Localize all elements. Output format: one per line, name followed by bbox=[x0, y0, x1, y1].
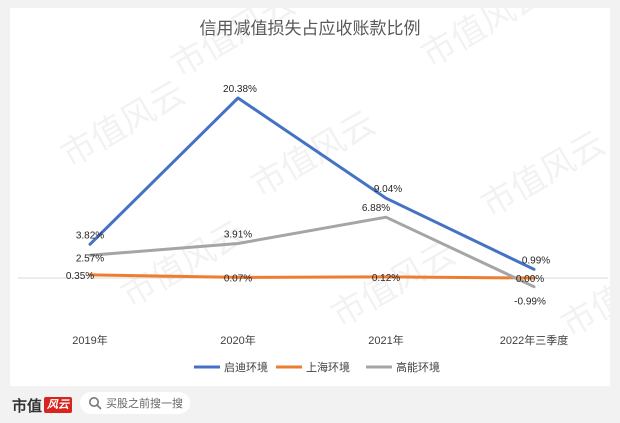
search-placeholder: 买股之前搜一搜 bbox=[106, 398, 183, 410]
x-tick-label: 2021年 bbox=[368, 333, 403, 347]
series-layer bbox=[88, 96, 536, 289]
data-label: 20.38% bbox=[223, 84, 257, 95]
data-label: 2.57% bbox=[76, 253, 104, 264]
x-tick-labels: 2019年 2020年 2021年 2022年三季度 bbox=[72, 333, 568, 347]
footer-bar: 市值 风云 买股之前搜一搜 bbox=[0, 386, 620, 423]
watermark-text-7: 市值风云 bbox=[555, 243, 611, 346]
data-label: 0.35% bbox=[66, 271, 94, 282]
series-line-1 bbox=[88, 273, 536, 280]
brand-badge: 风云 bbox=[44, 397, 73, 413]
data-label: 6.88% bbox=[362, 203, 390, 214]
legend-label: 上海环境 bbox=[306, 360, 350, 374]
data-label: 0.12% bbox=[372, 273, 400, 284]
legend-label: 高能环境 bbox=[396, 360, 440, 374]
watermark-text-2: 市值风云 bbox=[55, 73, 193, 176]
search-icon bbox=[89, 397, 102, 410]
data-label: 9.04% bbox=[374, 184, 402, 195]
data-label: 3.82% bbox=[76, 230, 104, 241]
brand-name: 市值 bbox=[12, 396, 43, 415]
x-tick-label: 2019年 bbox=[72, 333, 107, 347]
data-label: 3.91% bbox=[224, 229, 252, 240]
data-label: 0.99% bbox=[522, 255, 550, 266]
x-tick-label: 2020年 bbox=[220, 333, 255, 347]
legend: 启迪环境 上海环境 高能环境 bbox=[194, 360, 440, 374]
series-line-0 bbox=[88, 96, 536, 271]
brand-logo: 市值 风云 bbox=[12, 394, 73, 416]
legend-label: 启迪环境 bbox=[224, 360, 268, 374]
chart-title: 信用减值损失占应收账款比例 bbox=[200, 19, 421, 38]
data-label: 0.07% bbox=[224, 273, 252, 284]
watermark-text-6: 市值风云 bbox=[325, 233, 463, 336]
watermark-text-1: 市值风云 bbox=[415, 8, 553, 76]
search-box[interactable]: 买股之前搜一搜 bbox=[80, 392, 190, 414]
data-label: 0.00% bbox=[516, 274, 544, 285]
data-label: -0.99% bbox=[514, 297, 546, 308]
watermark-text-3: 市值风云 bbox=[245, 103, 383, 206]
x-tick-label: 2022年三季度 bbox=[500, 333, 568, 347]
chart-card: 市值风云 市值风云 市值风云 市值风云 市值风云 市值风云 市值风云 市值风云 信用减值损失占… bbox=[10, 8, 610, 386]
watermark-text-4: 市值风云 bbox=[475, 123, 611, 226]
data-labels: 3.82% 20.38% 9.04% 0.99% 0.35% 0.07% 0.12% 0.00… bbox=[66, 84, 550, 308]
series-line-2 bbox=[88, 215, 536, 289]
